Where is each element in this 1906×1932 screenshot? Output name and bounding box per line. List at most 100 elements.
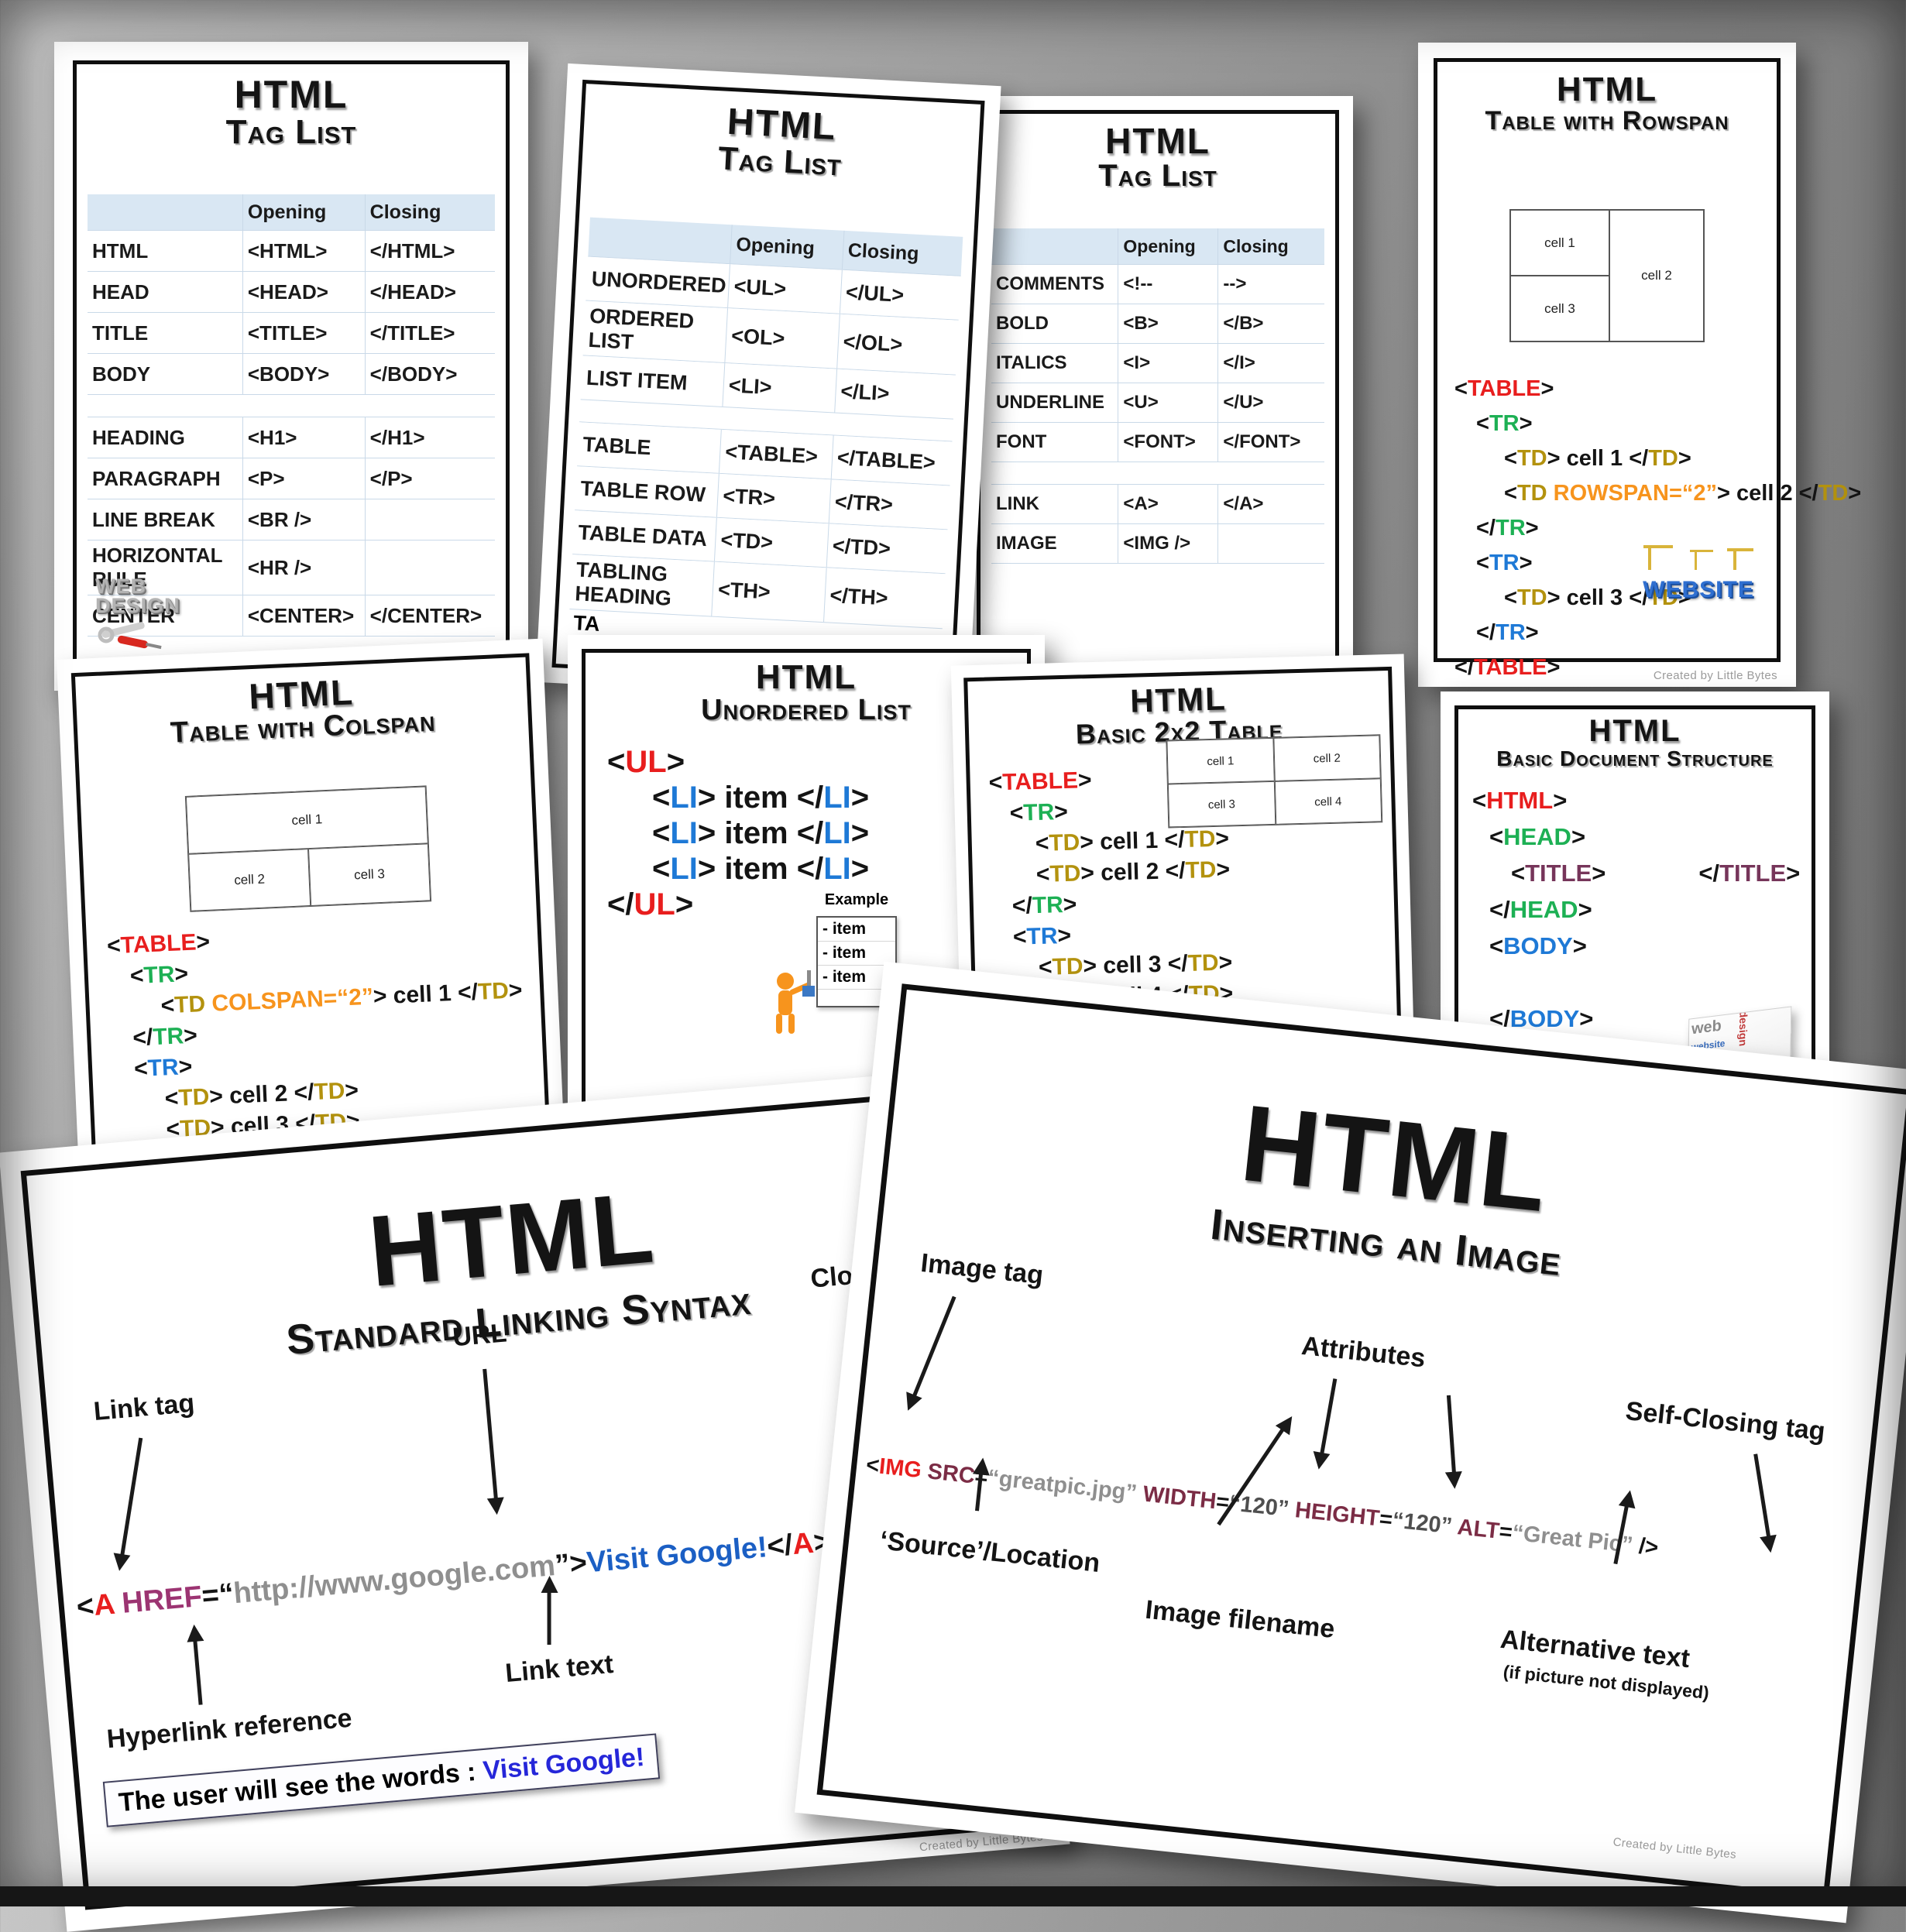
code-seg: COLSPAN=“2”	[211, 983, 374, 1017]
code-seg: HEIGHT	[1293, 1498, 1381, 1532]
code-line: <LI> item </LI>	[652, 851, 869, 887]
code-seg: HREF	[120, 1580, 204, 1620]
code-seg: >	[1578, 896, 1592, 923]
tag-cell-label: FONT	[996, 431, 1047, 452]
code-seg: TD	[173, 990, 213, 1018]
poster-title: HTML	[1556, 70, 1658, 108]
code-seg: <	[160, 992, 175, 1019]
tag-row: BOLD <B> </B>	[991, 304, 1324, 344]
code-seg: </	[293, 1079, 315, 1107]
attributes-arrow-width	[1318, 1378, 1338, 1464]
tag-cell-label: TABLE ROW	[579, 476, 706, 506]
code-seg: <	[1038, 954, 1053, 980]
tag-cell-closing: </H1>	[364, 417, 495, 458]
tag-cell-opening: <A>	[1118, 485, 1217, 523]
tag-table: Opening Closing UNORDERED <UL> </UL> ORDERE…	[568, 217, 963, 649]
diagram-cell-2: cell 2	[1272, 735, 1381, 781]
code-seg: cell 1	[386, 980, 458, 1009]
code-line: <TITLE> </TITLE>	[1511, 855, 1804, 891]
code-seg: <	[1009, 800, 1024, 826]
tag-cell-label: HORIZONTAL RULE	[92, 544, 223, 591]
credit-text: Created by Little Bytes	[1653, 669, 1777, 682]
tools-icon	[98, 622, 162, 650]
tag-cell-opening: <TABLE>	[719, 429, 833, 479]
code-seg: </	[457, 979, 479, 1006]
tag-cell-closing: </B>	[1217, 304, 1324, 343]
code-seg: cell 2	[1729, 481, 1799, 506]
code-line: <UL>	[607, 744, 869, 780]
code-seg: >	[1547, 655, 1561, 680]
tag-row: HEADING <H1> </H1>	[88, 417, 495, 458]
attributes-label: Attributes	[1300, 1330, 1427, 1374]
code-seg: >	[1547, 585, 1561, 610]
tag-header-opening: Opening	[730, 225, 844, 269]
example-item: - item	[818, 966, 895, 990]
code-line: <HEAD>	[1489, 818, 1804, 855]
tag-table-header: Opening Closing	[88, 194, 495, 231]
tag-row: ITALICS <I> </I>	[991, 344, 1324, 383]
code-seg: LI	[670, 816, 698, 850]
poster-subtitle: Table with Rowspan	[1485, 105, 1729, 136]
code-seg: <	[1035, 830, 1049, 856]
tag-cell-opening: <HTML>	[242, 231, 365, 271]
tag-cell-label: IMAGE	[996, 533, 1057, 554]
tag-cell-closing: </HEAD>	[364, 272, 495, 312]
code-seg: <	[652, 852, 671, 886]
code-seg: >	[1519, 411, 1533, 436]
code-seg: TD	[1648, 585, 1678, 610]
tag-cell-label: UNDERLINE	[996, 392, 1105, 413]
code-seg: </	[1454, 655, 1474, 680]
code-seg: “greatpic.jpg”	[986, 1465, 1138, 1506]
tag-cell-closing: </TITLE>	[364, 313, 495, 353]
code-seg: TITLE	[1525, 860, 1592, 887]
code-seg: BODY	[1509, 1005, 1580, 1032]
website-logo: WEBSITE	[1633, 542, 1764, 603]
example-item: - item	[818, 942, 895, 966]
code-seg: TD	[1183, 825, 1216, 853]
poster-frame: HTML Tag List Opening Closing HTML <HTML>…	[73, 60, 510, 672]
code-seg: >	[850, 852, 870, 886]
code-seg: >	[1786, 860, 1801, 887]
tag-cell-label: ORDERED LIST	[587, 304, 695, 354]
user-box-link-text: Visit Google!	[482, 1742, 646, 1786]
tag-header-blank	[88, 209, 242, 215]
code-seg: SRC	[926, 1459, 977, 1489]
hyperlink-reference-arrow	[192, 1631, 203, 1705]
self-closing-tag-arrow	[1753, 1453, 1772, 1546]
tag-cell-opening: <TH>	[711, 561, 826, 623]
code-seg: TR	[143, 961, 176, 989]
diagram-cell-3: cell 3	[307, 843, 431, 907]
tag-cell-closing: </I>	[1217, 344, 1324, 383]
tag-row: UNDERLINE <U> </U>	[991, 383, 1324, 423]
self-closing-tag-label: Self-Closing tag	[1624, 1396, 1827, 1446]
image-tag-label: Image tag	[919, 1247, 1045, 1291]
tag-cell-closing: </FONT>	[1217, 423, 1324, 462]
code-seg: TD	[1516, 481, 1554, 506]
code-seg: >	[1057, 922, 1072, 949]
code-line: <BODY>	[1489, 928, 1804, 964]
code-seg: >	[1525, 516, 1539, 540]
tag-cell-label: PARAGRAPH	[92, 466, 221, 490]
diagram-cell-1: cell 1	[1510, 210, 1610, 276]
poster-title: HTML	[234, 73, 349, 116]
cranes-icon	[1643, 545, 1753, 570]
tag-cell-closing: </OL>	[836, 314, 959, 375]
builder-mascot-icon	[762, 969, 829, 1044]
tag-row: HORIZONTAL RULE <HR />	[88, 540, 495, 595]
poster-title: HTML	[1105, 121, 1211, 161]
code-seg: TD	[477, 977, 510, 1005]
source-location-label: ‘Source’/Location	[878, 1525, 1102, 1578]
code-seg: </	[1489, 896, 1510, 923]
tag-cell-closing: </HTML>	[364, 231, 495, 271]
code-seg: <	[1489, 823, 1504, 850]
tag-cell-closing	[1217, 524, 1324, 563]
tag-header-closing: Closing	[364, 194, 495, 230]
code-seg: A	[92, 1587, 115, 1623]
code-seg: </	[796, 781, 824, 815]
code-line: <TABLE>	[1454, 372, 1861, 407]
tag-row: BODY <BODY> </BODY>	[88, 354, 495, 395]
code-line: <TD ROWSPAN=“2”> cell 2 </TD>	[1504, 476, 1861, 511]
code-seg: >	[1579, 1005, 1594, 1032]
tag-cell-opening: <BODY>	[242, 354, 365, 394]
code-seg: >	[373, 983, 388, 1010]
